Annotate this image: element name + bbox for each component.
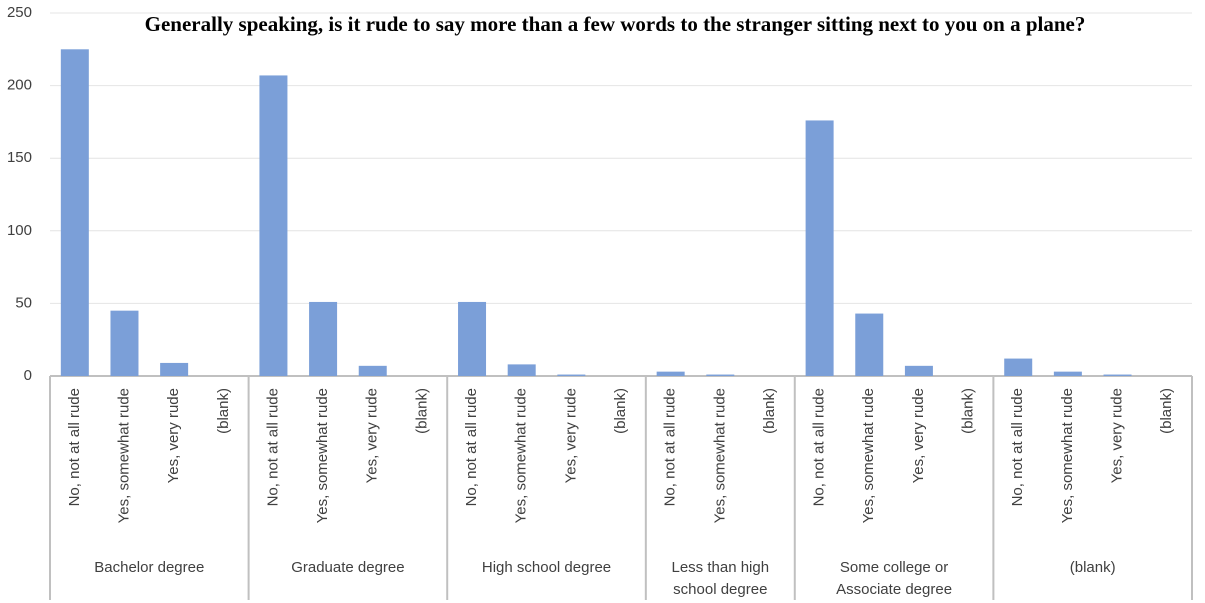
x-tick-label: Yes, somewhat rude (115, 388, 132, 523)
bar (309, 301, 338, 376)
bar (656, 371, 685, 376)
group-label: Less than high school degree (671, 559, 770, 598)
x-tick-label: Yes, very rude (165, 388, 182, 483)
y-tick-label: 0 (24, 367, 32, 384)
bar (805, 120, 834, 376)
bar (1103, 374, 1132, 376)
bar (507, 364, 536, 376)
group-label: Bachelor degree (94, 559, 205, 576)
x-tick-label: Yes, somewhat rude (314, 388, 331, 523)
bar (458, 301, 487, 376)
x-tick-label: No, not at all rude (811, 388, 828, 506)
x-tick-label: No, not at all rude (463, 388, 480, 506)
bar (358, 365, 387, 376)
bar (557, 374, 586, 376)
x-tick-label: No, not at all rude (1009, 388, 1026, 506)
x-tick-label: Yes, somewhat rude (513, 388, 530, 523)
x-tick-label: Yes, somewhat rude (1059, 388, 1076, 523)
x-tick-label: (blank) (1158, 388, 1175, 434)
y-tick-label: 200 (7, 77, 32, 94)
bar (60, 49, 89, 377)
chart-title: Generally speaking, is it rude to say mo… (145, 12, 1086, 36)
bar (1053, 371, 1082, 376)
x-tick-label: No, not at all rude (66, 388, 83, 506)
bar (110, 310, 139, 376)
x-tick-label: Yes, very rude (1108, 388, 1125, 483)
bar (706, 374, 735, 376)
x-tick-label: Yes, very rude (562, 388, 579, 483)
y-tick-label: 50 (15, 294, 32, 311)
y-tick-label: 150 (7, 149, 32, 166)
x-tick-label: Yes, somewhat rude (711, 388, 728, 523)
x-tick-label: Yes, very rude (910, 388, 927, 483)
x-tick-label: No, not at all rude (264, 388, 281, 506)
x-tick-label: Yes, very rude (364, 388, 381, 483)
x-tick-label: Yes, somewhat rude (860, 388, 877, 523)
group-label: High school degree (481, 559, 612, 576)
x-tick-label: (blank) (413, 388, 430, 434)
bar (1004, 358, 1033, 376)
bar (904, 365, 933, 376)
x-tick-label: (blank) (960, 388, 977, 434)
group-label: Graduate degree (291, 559, 405, 576)
x-tick-label: (blank) (215, 388, 232, 434)
x-tick-label: (blank) (761, 388, 778, 434)
bar (855, 313, 884, 376)
group-label: (blank) (1069, 559, 1116, 576)
bar (259, 75, 288, 376)
y-tick-label: 100 (7, 222, 32, 239)
y-tick-label: 250 (7, 4, 32, 21)
x-tick-label: (blank) (612, 388, 629, 434)
group-label: Some college or Associate degree (836, 559, 953, 598)
x-tick-label: No, not at all rude (662, 388, 679, 506)
bar (160, 362, 189, 376)
